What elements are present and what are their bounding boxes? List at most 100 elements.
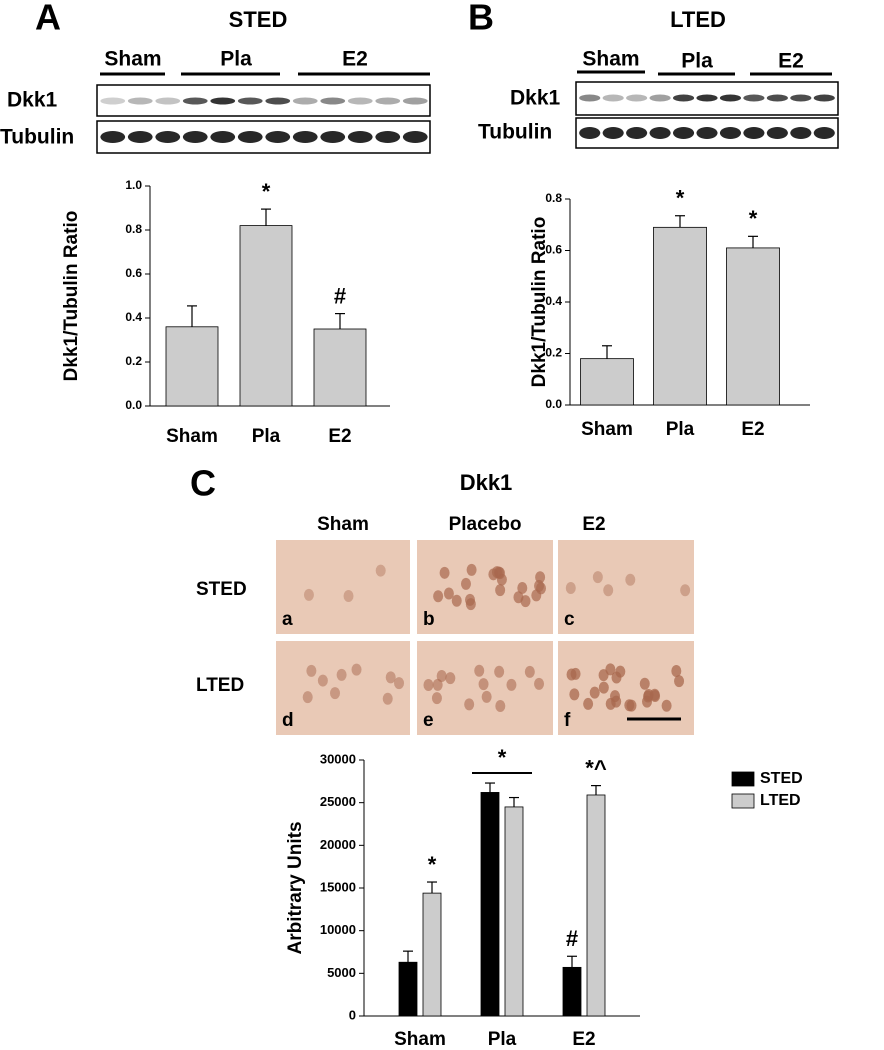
band bbox=[790, 94, 812, 102]
x-tick-label: Pla bbox=[252, 426, 281, 447]
x-tick-label: Sham bbox=[166, 426, 218, 447]
micrograph-letter: d bbox=[282, 710, 294, 731]
cell bbox=[583, 697, 594, 710]
band bbox=[347, 97, 373, 105]
y-tick-label: 0.8 bbox=[545, 191, 562, 205]
band bbox=[210, 131, 236, 143]
band bbox=[672, 127, 695, 139]
band bbox=[579, 127, 601, 139]
micrograph-letter: e bbox=[423, 710, 434, 731]
blot-row-label: Tubulin bbox=[0, 126, 74, 149]
band bbox=[375, 97, 401, 105]
cell bbox=[566, 668, 577, 681]
micrographs: a b c d e f bbox=[276, 540, 694, 735]
micrograph-letter: b bbox=[423, 609, 435, 630]
cell bbox=[474, 664, 485, 677]
cell bbox=[624, 699, 635, 712]
band bbox=[100, 131, 126, 143]
micrograph-letter: a bbox=[282, 609, 293, 630]
cell bbox=[481, 690, 492, 703]
legend-swatch bbox=[731, 771, 755, 787]
y-tick-label: 5000 bbox=[327, 965, 356, 980]
band bbox=[265, 97, 291, 105]
band bbox=[402, 131, 428, 143]
y-tick-label: 0.6 bbox=[545, 243, 562, 257]
cell bbox=[671, 664, 682, 677]
bar bbox=[504, 806, 524, 1017]
column-label: Sham bbox=[317, 514, 369, 535]
band bbox=[155, 97, 181, 105]
cell bbox=[649, 688, 660, 701]
column-label: Placebo bbox=[449, 514, 522, 535]
bar bbox=[422, 892, 442, 1017]
y-axis-label: Arbitrary Units bbox=[285, 821, 306, 954]
y-tick-label: 0.2 bbox=[125, 354, 142, 368]
legend-label: STED bbox=[760, 770, 803, 787]
cell bbox=[531, 589, 542, 602]
cell bbox=[661, 699, 672, 712]
cell bbox=[330, 687, 341, 700]
band bbox=[766, 94, 788, 102]
cell bbox=[494, 665, 505, 678]
band bbox=[347, 131, 373, 143]
x-tick-label: E2 bbox=[328, 426, 351, 447]
band bbox=[375, 131, 401, 143]
band bbox=[813, 127, 835, 139]
blot-group: E2 bbox=[778, 50, 804, 73]
cell bbox=[351, 663, 362, 676]
micrograph bbox=[417, 540, 553, 634]
y-tick-label: 0.8 bbox=[125, 222, 142, 236]
cell bbox=[495, 700, 506, 713]
cell bbox=[605, 663, 616, 676]
band bbox=[292, 97, 318, 105]
cell bbox=[639, 677, 650, 690]
annotation: * bbox=[498, 745, 507, 770]
band bbox=[579, 94, 601, 102]
blot-bands bbox=[579, 94, 835, 139]
band bbox=[182, 97, 208, 105]
band bbox=[237, 131, 263, 143]
band bbox=[402, 97, 428, 105]
blot-group: Pla bbox=[681, 50, 713, 73]
y-tick-label: 0.4 bbox=[125, 310, 142, 324]
cell bbox=[603, 584, 614, 597]
bar bbox=[239, 225, 293, 407]
legend-swatch bbox=[731, 793, 755, 809]
cell bbox=[506, 678, 517, 691]
annotation: # bbox=[334, 283, 346, 308]
cell bbox=[433, 590, 444, 603]
blot-group: Sham bbox=[582, 48, 639, 71]
annotation: * bbox=[676, 186, 685, 211]
band bbox=[766, 127, 788, 139]
band bbox=[292, 131, 318, 143]
cell bbox=[336, 668, 347, 681]
cell bbox=[302, 691, 313, 704]
band bbox=[649, 94, 671, 102]
column-label: E2 bbox=[582, 514, 605, 535]
cell bbox=[443, 587, 454, 600]
cell bbox=[611, 671, 622, 684]
y-axis-label: Dkk1/Tubulin Ratio bbox=[61, 211, 82, 382]
annotation: * bbox=[262, 179, 271, 204]
cell bbox=[598, 681, 609, 694]
panel-letter: A bbox=[35, 0, 61, 38]
cell bbox=[460, 577, 471, 590]
y-tick-label: 30000 bbox=[320, 751, 356, 766]
cell bbox=[445, 672, 456, 685]
band bbox=[155, 131, 181, 143]
band bbox=[672, 94, 695, 102]
row-label: LTED bbox=[196, 675, 244, 696]
band bbox=[320, 131, 346, 143]
cell bbox=[642, 695, 653, 708]
blot-row-label: Tubulin bbox=[478, 121, 552, 144]
cell bbox=[520, 595, 531, 608]
panel-letter: B bbox=[468, 0, 494, 38]
cell bbox=[382, 692, 393, 705]
cell bbox=[306, 664, 317, 677]
band bbox=[237, 97, 263, 105]
x-tick-label: E2 bbox=[741, 419, 764, 440]
bar bbox=[562, 966, 582, 1017]
band bbox=[696, 94, 718, 102]
bar bbox=[653, 226, 707, 406]
bar bbox=[586, 794, 606, 1017]
